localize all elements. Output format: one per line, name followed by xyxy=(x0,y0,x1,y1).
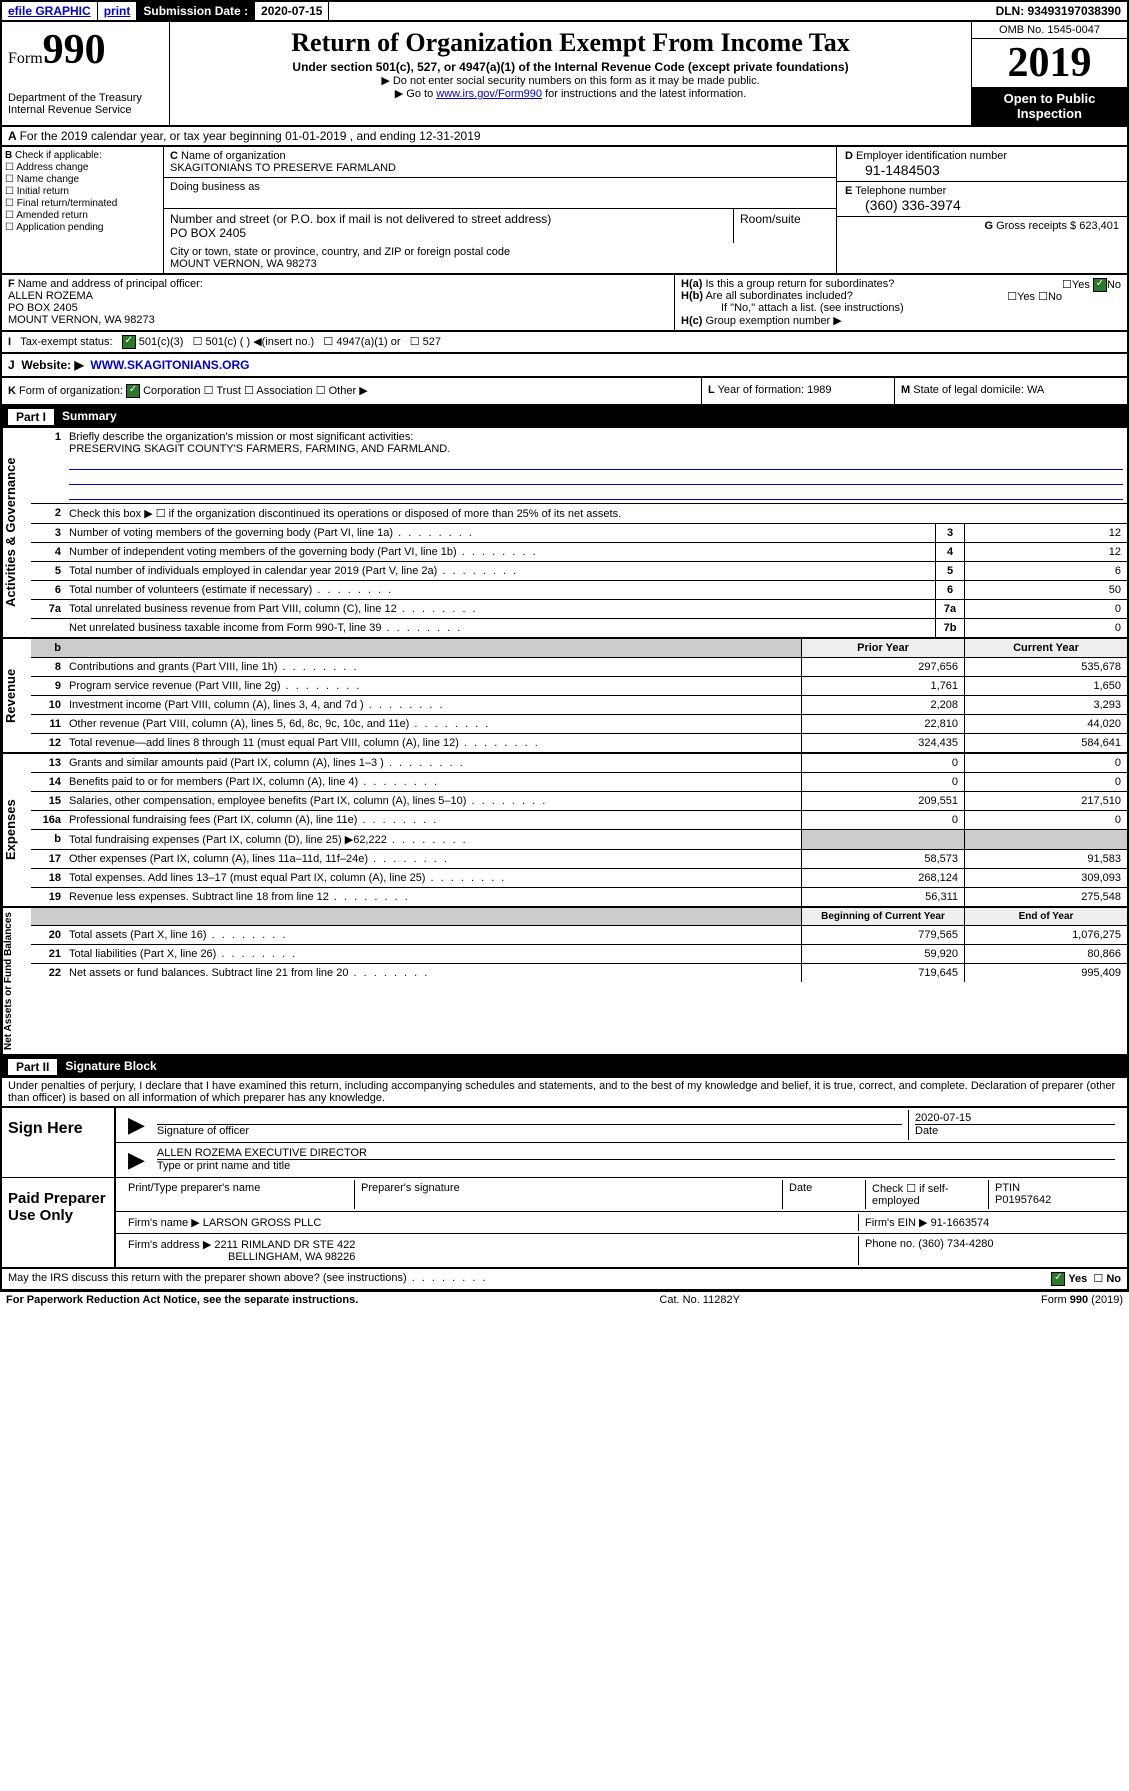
print-link[interactable]: print xyxy=(98,2,138,20)
chk-initial[interactable]: ☐ Initial return xyxy=(5,186,160,197)
table-row: 19Revenue less expenses. Subtract line 1… xyxy=(31,888,1127,906)
table-row: 7aTotal unrelated business revenue from … xyxy=(31,600,1127,619)
section-bcdefg: B Check if applicable: ☐ Address change … xyxy=(0,147,1129,275)
officer-name: ALLEN ROZEMA xyxy=(8,290,93,302)
col-defg: D Employer identification number91-14845… xyxy=(837,147,1127,273)
sign-date: 2020-07-15 xyxy=(915,1112,971,1124)
table-row: 14Benefits paid to or for members (Part … xyxy=(31,773,1127,792)
omb-number: OMB No. 1545-0047 xyxy=(972,22,1127,39)
501c3-check: ✓ xyxy=(122,335,136,349)
table-row: 6Total number of volunteers (estimate if… xyxy=(31,581,1127,600)
table-row: 17Other expenses (Part IX, column (A), l… xyxy=(31,850,1127,869)
summary-net: Net Assets or Fund Balances Beginning of… xyxy=(0,908,1129,1056)
dln: DLN: 93493197038390 xyxy=(990,2,1127,20)
chk-address[interactable]: ☐ Address change xyxy=(5,162,160,173)
table-row: 5Total number of individuals employed in… xyxy=(31,562,1127,581)
chk-amended[interactable]: ☐ Amended return xyxy=(5,210,160,221)
mission: PRESERVING SKAGIT COUNTY'S FARMERS, FARM… xyxy=(69,443,450,455)
sign-arrow-icon-2: ▶ xyxy=(122,1145,151,1175)
page-footer: For Paperwork Reduction Act Notice, see … xyxy=(0,1291,1129,1308)
irs-link[interactable]: www.irs.gov/Form990 xyxy=(436,88,542,100)
perjury-text: Under penalties of perjury, I declare th… xyxy=(0,1078,1129,1108)
org-name: SKAGITONIANS TO PRESERVE FARMLAND xyxy=(170,162,396,174)
sign-arrow-icon: ▶ xyxy=(122,1110,151,1140)
summary-governance: Activities & Governance 1 Briefly descri… xyxy=(0,428,1129,639)
row-website: J Website: ▶ WWW.SKAGITONIANS.ORG xyxy=(0,354,1129,378)
table-row: 22Net assets or fund balances. Subtract … xyxy=(31,964,1127,982)
table-row: 3Number of voting members of the governi… xyxy=(31,524,1127,543)
row-fh: F Name and address of principal officer:… xyxy=(0,275,1129,332)
table-row: 11Other revenue (Part VIII, column (A), … xyxy=(31,715,1127,734)
department: Department of the Treasury Internal Reve… xyxy=(8,92,163,116)
table-row: 4Number of independent voting members of… xyxy=(31,543,1127,562)
summary-expenses: Expenses 13Grants and similar amounts pa… xyxy=(0,754,1129,908)
year-formation: Year of formation: 1989 xyxy=(718,384,832,396)
top-bar: efile GRAPHIC print Submission Date : 20… xyxy=(0,0,1129,22)
subtitle-2: ▶ Do not enter social security numbers o… xyxy=(174,74,967,87)
state-domicile: State of legal domicile: WA xyxy=(913,384,1044,396)
submission-label: Submission Date : xyxy=(137,2,255,20)
part1-header: Part ISummary xyxy=(0,406,1129,428)
form-title: Return of Organization Exempt From Incom… xyxy=(174,28,967,58)
table-row: Net unrelated business taxable income fr… xyxy=(31,619,1127,637)
part2-header: Part IISignature Block xyxy=(0,1056,1129,1078)
table-row: 20Total assets (Part X, line 16) 779,565… xyxy=(31,926,1127,945)
row-tax-status: I Tax-exempt status: ✓ 501(c)(3) ☐ 501(c… xyxy=(0,332,1129,354)
line-a: A For the 2019 calendar year, or tax yea… xyxy=(0,127,1129,147)
table-row: 13Grants and similar amounts paid (Part … xyxy=(31,754,1127,773)
submission-date: 2020-07-15 xyxy=(255,2,329,20)
officer-printed: ALLEN ROZEMA EXECUTIVE DIRECTOR xyxy=(157,1147,367,1159)
summary-revenue: Revenue bPrior YearCurrent Year 8Contrib… xyxy=(0,639,1129,754)
discuss-row: May the IRS discuss this return with the… xyxy=(0,1269,1129,1291)
signature-section: Sign Here ▶ Signature of officer 2020-07… xyxy=(0,1108,1129,1269)
table-row: 12Total revenue—add lines 8 through 11 (… xyxy=(31,734,1127,752)
phone: (360) 336-3974 xyxy=(845,197,1119,213)
firm-phone: (360) 734-4280 xyxy=(918,1238,993,1250)
row-k: K Form of organization: ✓ Corporation ☐ … xyxy=(0,378,1129,406)
chk-pending[interactable]: ☐ Application pending xyxy=(5,222,160,233)
col-c: C Name of organizationSKAGITONIANS TO PR… xyxy=(164,147,837,273)
firm-addr: 2211 RIMLAND DR STE 422 xyxy=(214,1239,355,1251)
firm-name: LARSON GROSS PLLC xyxy=(203,1217,322,1229)
table-row: bTotal fundraising expenses (Part IX, co… xyxy=(31,830,1127,850)
form-number: Form990 xyxy=(8,26,163,74)
efile-link[interactable]: efile GRAPHIC xyxy=(2,2,98,20)
website-link[interactable]: WWW.SKAGITONIANS.ORG xyxy=(90,358,249,372)
firm-ein: 91-1663574 xyxy=(931,1217,990,1229)
org-city: MOUNT VERNON, WA 98273 xyxy=(170,258,317,270)
table-row: 18Total expenses. Add lines 13–17 (must … xyxy=(31,869,1127,888)
table-row: 9Program service revenue (Part VIII, lin… xyxy=(31,677,1127,696)
subtitle-3: ▶ Go to www.irs.gov/Form990 for instruct… xyxy=(174,87,967,100)
table-row: 21Total liabilities (Part X, line 26) 59… xyxy=(31,945,1127,964)
discuss-yes-check: ✓ xyxy=(1051,1272,1065,1286)
ptin: P01957642 xyxy=(995,1194,1051,1206)
table-row: 15Salaries, other compensation, employee… xyxy=(31,792,1127,811)
chk-name[interactable]: ☐ Name change xyxy=(5,174,160,185)
gross-receipts: 623,401 xyxy=(1079,220,1119,232)
chk-final[interactable]: ☐ Final return/terminated xyxy=(5,198,160,209)
org-address: PO BOX 2405 xyxy=(170,226,246,240)
col-b: B Check if applicable: ☐ Address change … xyxy=(2,147,164,273)
ha-no-check: ✓ xyxy=(1093,278,1107,292)
open-to-public: Open to Public Inspection xyxy=(972,87,1127,125)
corp-check: ✓ xyxy=(126,384,140,398)
table-row: 8Contributions and grants (Part VIII, li… xyxy=(31,658,1127,677)
table-row: 10Investment income (Part VIII, column (… xyxy=(31,696,1127,715)
form-header: Form990 Department of the Treasury Inter… xyxy=(0,22,1129,127)
subtitle-1: Under section 501(c), 527, or 4947(a)(1)… xyxy=(174,60,967,74)
ein: 91-1484503 xyxy=(845,162,1119,178)
table-row: 16aProfessional fundraising fees (Part I… xyxy=(31,811,1127,830)
tax-year: 2019 xyxy=(972,39,1127,87)
